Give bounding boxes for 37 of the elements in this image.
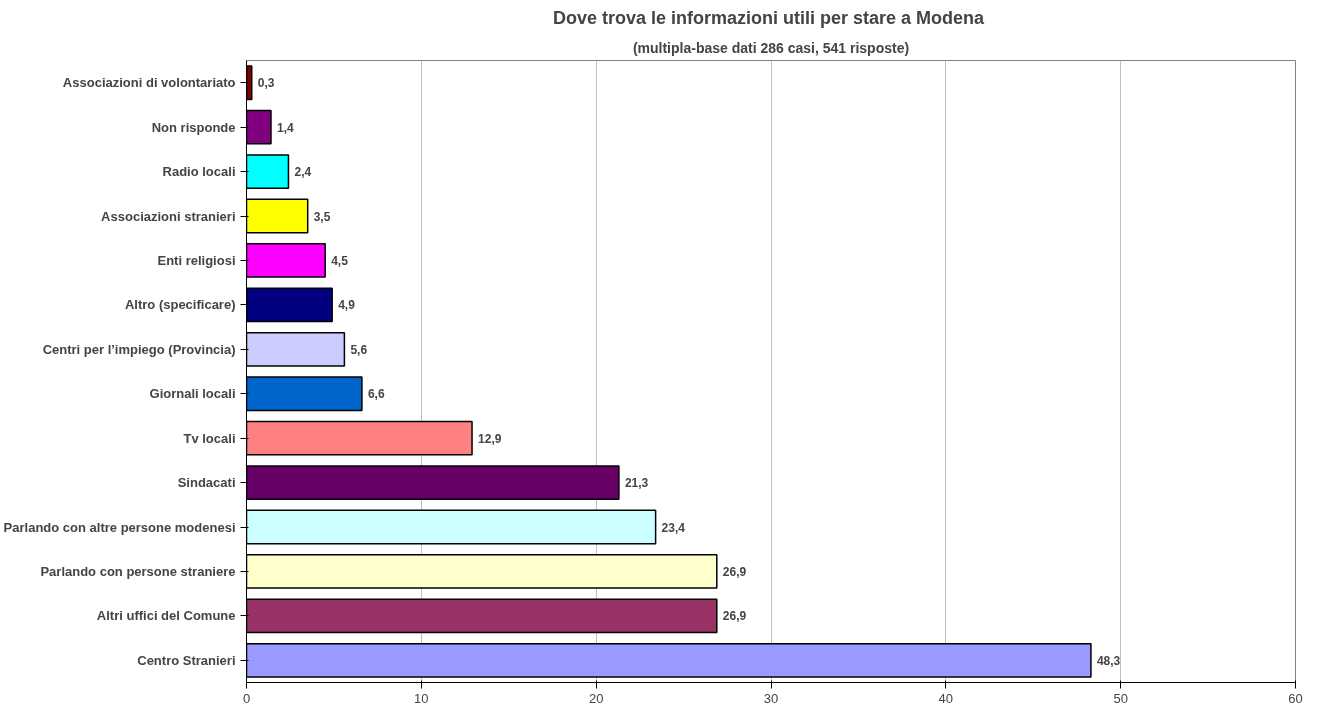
data-label: 6,6 bbox=[367, 387, 385, 402]
y-tick-label: Tv locali bbox=[183, 430, 236, 446]
y-tick-label: Associazioni stranieri bbox=[101, 208, 236, 224]
data-label: 12,9 bbox=[478, 431, 502, 446]
data-label: 21,3 bbox=[624, 476, 649, 491]
x-tick-label: 20 bbox=[588, 690, 604, 706]
y-tick-label: Non risponde bbox=[151, 119, 236, 135]
data-label: 3,5 bbox=[313, 209, 331, 224]
x-tick-label: 60 bbox=[1288, 690, 1303, 706]
data-label: 48,3 bbox=[1096, 653, 1121, 668]
y-tick-label: Giornali locali bbox=[149, 386, 236, 402]
y-tick-label: Centro Stranieri bbox=[137, 652, 236, 668]
y-tick-label: Altro (specificare) bbox=[124, 297, 236, 313]
data-label: 4,5 bbox=[331, 253, 349, 268]
y-tick-label: Altri uffici del Comune bbox=[96, 608, 236, 624]
x-tick-label: 10 bbox=[414, 690, 429, 706]
y-tick-label: Radio locali bbox=[162, 164, 236, 180]
y-tick-label: Centri per l’impiego (Provincia) bbox=[42, 341, 236, 357]
y-tick-label: Sindacati bbox=[177, 475, 236, 491]
chart-title: Dove trova le informazioni utili per stare a Modena bbox=[552, 7, 986, 28]
y-tick-label: Associazioni di volontariato bbox=[62, 75, 236, 91]
x-tick-label: 40 bbox=[938, 690, 954, 706]
data-label: 26,9 bbox=[722, 564, 747, 579]
data-label: 2,4 bbox=[294, 165, 312, 180]
data-label: 4,9 bbox=[338, 298, 356, 313]
data-label: 26,9 bbox=[722, 609, 747, 624]
data-label: 0,3 bbox=[257, 76, 275, 91]
y-tick-label: Parlando con altre persone modenesi bbox=[3, 519, 236, 535]
y-tick-label: Enti religiosi bbox=[157, 252, 236, 268]
data-label: 23,4 bbox=[661, 520, 686, 535]
x-tick-label: 30 bbox=[763, 690, 779, 706]
y-tick-label: Parlando con persone straniere bbox=[40, 563, 236, 579]
chart-subtitle: (multipla-base dati 286 casi, 541 risposte) bbox=[632, 39, 910, 56]
data-label: 1,4 bbox=[276, 120, 294, 135]
data-label: 5,6 bbox=[350, 342, 368, 357]
x-tick-label: 50 bbox=[1113, 690, 1128, 706]
x-tick-label: 0 bbox=[242, 690, 251, 706]
